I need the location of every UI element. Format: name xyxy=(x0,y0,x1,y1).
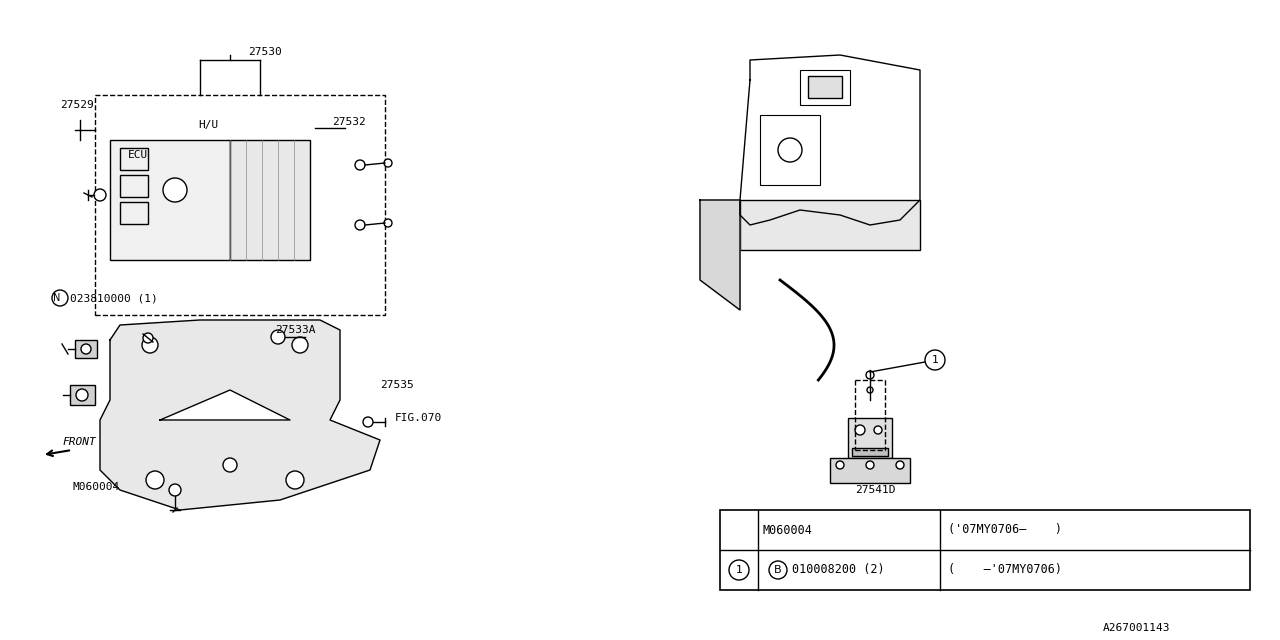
Circle shape xyxy=(292,337,308,353)
Text: H/U: H/U xyxy=(198,120,219,130)
Text: FIG.070: FIG.070 xyxy=(396,413,443,423)
Polygon shape xyxy=(100,320,380,510)
Bar xyxy=(849,418,892,458)
Text: FRONT: FRONT xyxy=(61,437,96,447)
Text: M060004: M060004 xyxy=(762,524,812,536)
Polygon shape xyxy=(160,390,291,420)
Text: B: B xyxy=(774,565,782,575)
Bar xyxy=(230,140,310,260)
Circle shape xyxy=(874,426,882,434)
Text: (    –'07MY0706): ( –'07MY0706) xyxy=(948,563,1062,577)
Text: 27533A: 27533A xyxy=(275,325,315,335)
Circle shape xyxy=(364,417,372,427)
Text: A267001143: A267001143 xyxy=(1102,623,1170,633)
Circle shape xyxy=(142,337,157,353)
Text: 27535: 27535 xyxy=(380,380,413,390)
Text: 27541D: 27541D xyxy=(855,485,896,495)
Bar xyxy=(95,95,385,315)
Bar xyxy=(721,510,1251,590)
Circle shape xyxy=(146,471,164,489)
Text: 27532: 27532 xyxy=(332,117,366,127)
Circle shape xyxy=(384,159,392,167)
Bar xyxy=(740,200,920,250)
Bar xyxy=(829,458,910,483)
Bar xyxy=(110,140,230,260)
Circle shape xyxy=(384,219,392,227)
Bar xyxy=(70,385,95,405)
Circle shape xyxy=(52,290,68,306)
Circle shape xyxy=(778,138,803,162)
Circle shape xyxy=(769,561,787,579)
Text: 1: 1 xyxy=(736,565,742,575)
Circle shape xyxy=(163,178,187,202)
Text: M060004: M060004 xyxy=(72,482,119,492)
Circle shape xyxy=(867,387,873,393)
Circle shape xyxy=(867,461,874,469)
Bar xyxy=(120,148,148,170)
Circle shape xyxy=(867,371,874,379)
Text: 010008200 (2): 010008200 (2) xyxy=(792,563,884,577)
Text: 1: 1 xyxy=(932,355,938,365)
Polygon shape xyxy=(700,200,740,310)
Bar xyxy=(120,202,148,224)
Text: ('07MY0706–    ): ('07MY0706– ) xyxy=(948,524,1062,536)
Circle shape xyxy=(896,461,904,469)
Circle shape xyxy=(81,344,91,354)
Circle shape xyxy=(223,458,237,472)
Bar xyxy=(120,175,148,197)
Circle shape xyxy=(355,160,365,170)
Circle shape xyxy=(730,560,749,580)
Text: 27530: 27530 xyxy=(248,47,282,57)
Circle shape xyxy=(271,330,285,344)
Bar xyxy=(800,70,850,105)
Text: 023810000 (1): 023810000 (1) xyxy=(70,293,157,303)
Circle shape xyxy=(855,425,865,435)
Circle shape xyxy=(169,484,180,496)
Bar xyxy=(76,340,97,358)
Circle shape xyxy=(925,350,945,370)
Text: N: N xyxy=(54,293,60,303)
Bar xyxy=(852,448,888,456)
Circle shape xyxy=(836,461,844,469)
Circle shape xyxy=(355,220,365,230)
Circle shape xyxy=(143,333,154,343)
Circle shape xyxy=(285,471,305,489)
Bar xyxy=(760,115,820,185)
Circle shape xyxy=(76,389,88,401)
Text: 27529: 27529 xyxy=(60,100,93,110)
Bar xyxy=(808,76,842,98)
Text: ECU: ECU xyxy=(128,150,148,160)
Circle shape xyxy=(93,189,106,201)
